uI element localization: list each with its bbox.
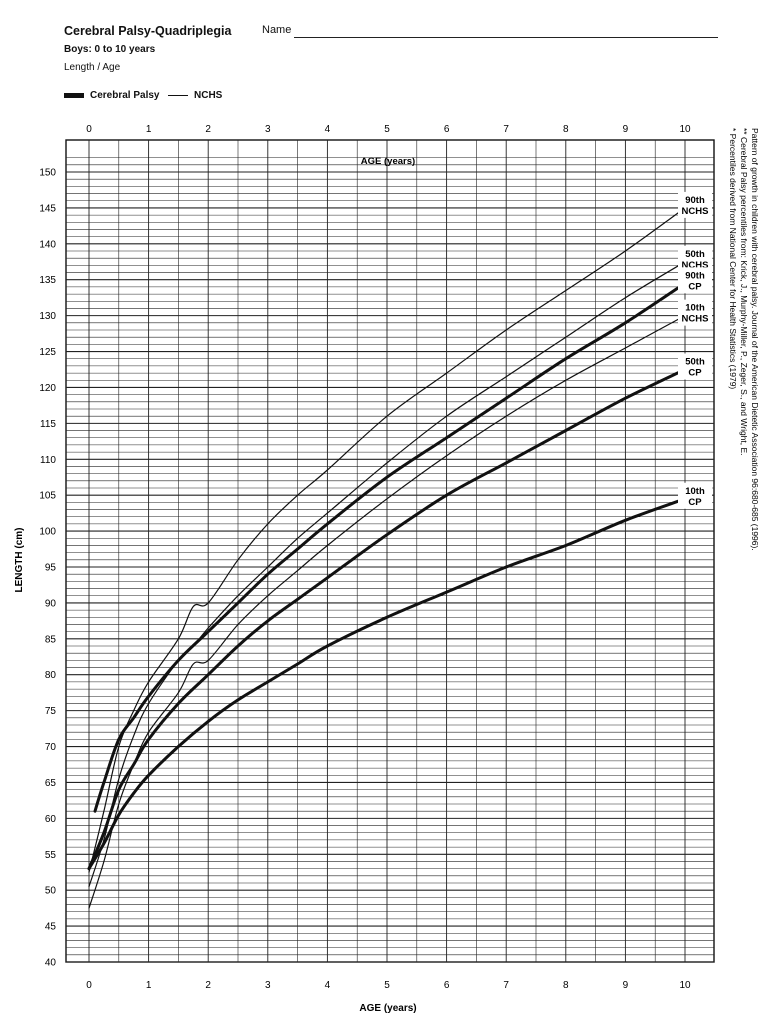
legend-cp-label: Cerebral Palsy (90, 89, 160, 101)
x-tick-label-bottom: 6 (444, 980, 450, 991)
curve-label-line: NCHS (682, 260, 709, 271)
x-tick-label-top: 10 (679, 124, 691, 135)
y-tick-label: 150 (39, 168, 56, 179)
name-field[interactable]: Name (262, 24, 718, 40)
legend-thin-line-swatch (168, 94, 188, 96)
y-tick-label: 130 (39, 311, 56, 322)
x-tick-label-top: 0 (86, 124, 92, 135)
y-tick-label: 85 (45, 634, 57, 645)
curve-label-line: NCHS (682, 206, 709, 217)
y-tick-label: 145 (39, 203, 56, 214)
footnote-line: * Percentiles derived from National Cent… (728, 128, 738, 389)
footnote-line: ** Cerebral Palsy percentiles from: Kric… (739, 128, 749, 456)
chart-subtitle: Boys: 0 to 10 years (64, 44, 156, 55)
y-tick-label: 70 (45, 742, 57, 753)
curve-50th-cp (87, 368, 687, 871)
curve-label-line: 10th (685, 303, 705, 314)
y-tick-label: 50 (45, 886, 57, 897)
y-tick-label: 75 (45, 706, 57, 717)
curve-label-background (678, 267, 712, 294)
curve-label-background (678, 191, 712, 218)
y-tick-label: 95 (45, 563, 57, 574)
curve-label-line: CP (688, 368, 702, 379)
y-tick-label: 110 (40, 455, 56, 466)
y-tick-label: 105 (39, 491, 56, 502)
x-tick-label-top: 1 (146, 124, 152, 135)
x-tick-label-top: 6 (444, 124, 450, 135)
y-tick-label: 90 (45, 598, 57, 609)
plot-frame (65, 139, 715, 963)
y-tick-label: 60 (45, 814, 57, 825)
x-tick-label-bottom: 0 (86, 980, 92, 991)
y-tick-label: 125 (39, 347, 56, 358)
legend-nchs: NCHS (168, 88, 222, 102)
footnote-line: Pattern of growth in children with cereb… (750, 128, 760, 551)
curve-label-line: 50th (685, 357, 705, 368)
y-tick-label: 140 (39, 239, 56, 250)
curve-label-background (678, 353, 712, 380)
x-tick-label-top: 4 (325, 124, 331, 135)
x-tick-label-top: 7 (503, 124, 509, 135)
x-tick-label-bottom: 3 (265, 980, 271, 991)
y-tick-label: 45 (45, 922, 57, 933)
curve-label-line: 90th (685, 195, 705, 206)
curve-label-background (678, 299, 712, 326)
axis-ticks: 0011223344556677889910104045505560657075… (39, 124, 691, 991)
y-tick-label: 100 (39, 527, 56, 538)
curve-label-line: NCHS (682, 314, 709, 325)
x-tick-label-bottom: 2 (205, 980, 211, 991)
curve-10th-cp (87, 497, 687, 871)
x-tick-label-bottom: 4 (325, 980, 331, 991)
y-axis-title: LENGTH (cm) (14, 528, 25, 593)
y-tick-label: 40 (45, 958, 57, 969)
x-axis-title-top: AGE (years) (361, 156, 415, 167)
curve-label-line: 90th (685, 270, 705, 281)
percentile-labels: 90thNCHS50thNCHS90thCP10thNCHS50thCP10th… (678, 191, 712, 509)
legend-nchs-label: NCHS (194, 89, 223, 101)
name-label: Name (262, 24, 292, 36)
x-tick-label-top: 9 (623, 124, 629, 135)
y-tick-label: 120 (39, 383, 56, 394)
curve-label-line: 10th (685, 486, 705, 497)
curve-90th-nchs (88, 207, 686, 873)
x-tick-label-top: 8 (563, 124, 569, 135)
legend-cerebral-palsy: Cerebral Palsy (64, 88, 160, 102)
x-tick-label-bottom: 10 (679, 980, 691, 991)
y-tick-label: 65 (45, 778, 57, 789)
x-tick-label-bottom: 9 (623, 980, 629, 991)
curve-label-background (678, 482, 712, 509)
x-tick-label-bottom: 5 (384, 980, 390, 991)
footnotes: * Percentiles derived from National Cent… (728, 128, 760, 551)
x-axis-title-bottom: AGE (years) (359, 1003, 416, 1014)
chart-title: Cerebral Palsy-Quadriplegia (64, 24, 232, 38)
curve-90th-cp (93, 281, 687, 813)
curve-50th-nchs (88, 261, 686, 888)
x-tick-label-bottom: 7 (503, 980, 509, 991)
chart-grid (65, 139, 715, 963)
x-tick-label-top: 5 (384, 124, 390, 135)
y-tick-label: 115 (40, 419, 56, 430)
x-tick-label-top: 3 (265, 124, 271, 135)
measurement-label: Length / Age (64, 62, 121, 73)
curve-label-line: 50th (685, 249, 705, 260)
x-tick-label-bottom: 8 (563, 980, 569, 991)
curve-label-line: CP (688, 281, 702, 292)
percentile-curves (87, 207, 687, 909)
y-tick-label: 80 (45, 670, 57, 681)
x-tick-label-bottom: 1 (146, 980, 152, 991)
curve-label-line: CP (688, 497, 702, 508)
legend-thick-line-swatch (64, 92, 84, 98)
x-tick-label-top: 2 (205, 124, 211, 135)
y-tick-label: 135 (39, 275, 56, 286)
name-line (294, 37, 718, 38)
y-tick-label: 55 (45, 850, 57, 861)
